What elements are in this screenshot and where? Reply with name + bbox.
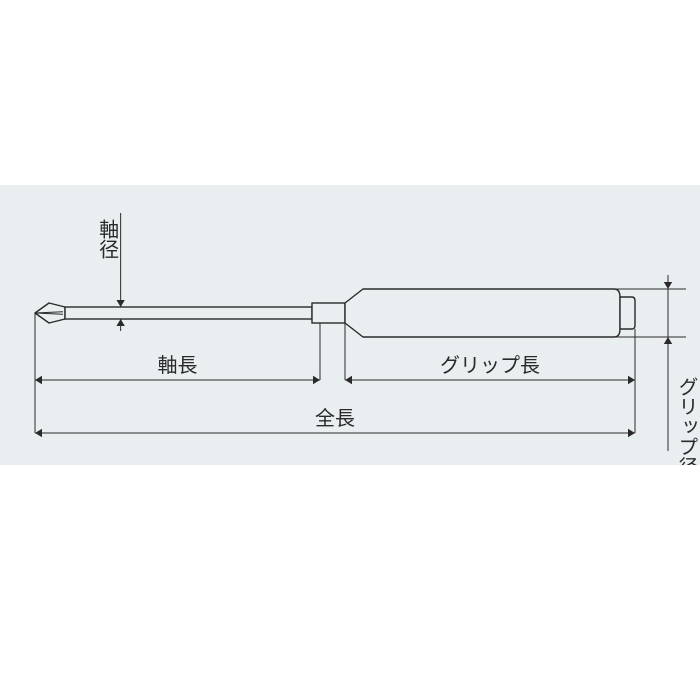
label-grip-diameter: グリップ径 bbox=[675, 376, 698, 465]
label-total-length: 全長 bbox=[315, 407, 355, 430]
screwdriver-dimension-svg: 軸径軸長 グリップ長全長 グリップ径 bbox=[0, 185, 700, 465]
label-shaft-diameter: 軸径 bbox=[96, 219, 119, 259]
diagram-container: 軸径軸長 グリップ長全長 グリップ径 bbox=[0, 185, 700, 465]
label-shaft-length: 軸長 bbox=[158, 354, 198, 377]
label-grip-length: グリップ長 bbox=[440, 354, 540, 377]
